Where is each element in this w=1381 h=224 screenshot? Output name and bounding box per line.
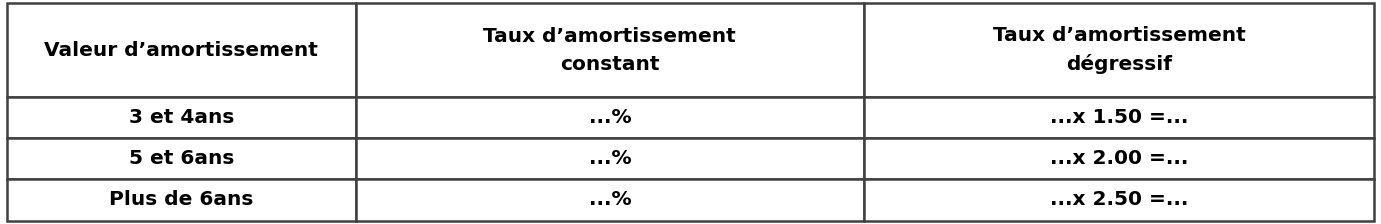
Text: Valeur d’amortissement: Valeur d’amortissement — [44, 41, 318, 60]
Bar — [355, 97, 865, 138]
Bar — [7, 138, 355, 179]
Text: ...%: ...% — [588, 190, 631, 209]
Bar — [7, 97, 355, 138]
Bar — [355, 3, 865, 97]
Bar — [865, 3, 1374, 97]
Text: ...x 2.50 =...: ...x 2.50 =... — [1050, 190, 1188, 209]
Bar — [355, 179, 865, 221]
Bar — [865, 179, 1374, 221]
Text: ...%: ...% — [588, 149, 631, 168]
Bar — [7, 179, 355, 221]
Bar — [865, 138, 1374, 179]
Text: 3 et 4ans: 3 et 4ans — [128, 108, 233, 127]
Text: Plus de 6ans: Plus de 6ans — [109, 190, 253, 209]
Bar — [355, 138, 865, 179]
Text: Taux d’amortissement
constant: Taux d’amortissement constant — [483, 27, 736, 73]
Text: ...x 2.00 =...: ...x 2.00 =... — [1050, 149, 1188, 168]
Text: ...x 1.50 =...: ...x 1.50 =... — [1050, 108, 1188, 127]
Bar — [7, 3, 355, 97]
Bar — [865, 97, 1374, 138]
Text: Taux d’amortissement
dégressif: Taux d’amortissement dégressif — [993, 26, 1246, 74]
Text: 5 et 6ans: 5 et 6ans — [128, 149, 233, 168]
Text: ...%: ...% — [588, 108, 631, 127]
